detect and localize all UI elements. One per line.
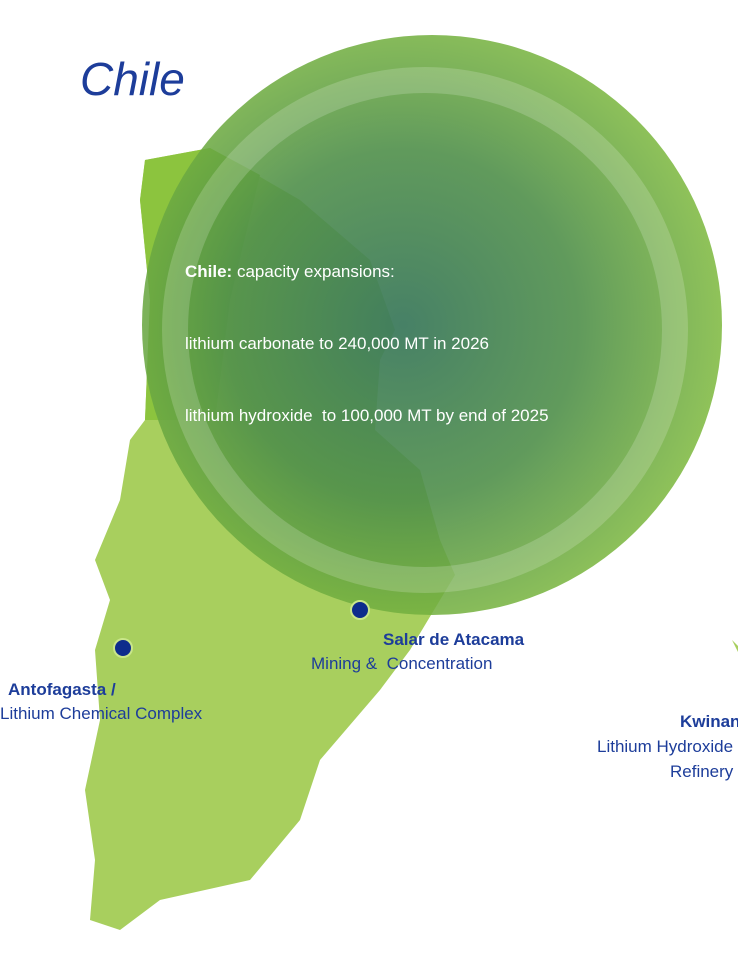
site-marker — [113, 638, 133, 658]
site-name: Kwinana — [680, 712, 738, 731]
highlight-bubble — [142, 35, 722, 615]
site-name: Salar de Atacama — [383, 630, 525, 649]
callout-line: lithium hydroxide to 100,000 MT by end o… — [185, 406, 549, 425]
callout-line: Chile: capacity expansions: — [185, 260, 549, 284]
site-icon — [732, 640, 738, 652]
callout-line: lithium carbonate to 240,000 MT in 2026 — [185, 334, 489, 353]
site-marker — [350, 600, 370, 620]
site-description: Mining & Concentration — [311, 654, 493, 673]
callout-text: capacity expansions: — [236, 262, 395, 281]
site-name: Antofagasta / — [8, 680, 116, 699]
site-description: Lithium Chemical Complex — [0, 704, 203, 723]
site-description: Lithium Hydroxide — [597, 737, 734, 756]
callout: Chile: capacity expansions: lithium carb… — [185, 212, 549, 476]
site-description: Refinery — [670, 762, 734, 781]
title: Chile — [80, 53, 185, 105]
callout-label: Chile: — [185, 262, 233, 281]
bubble-ring — [162, 67, 688, 593]
